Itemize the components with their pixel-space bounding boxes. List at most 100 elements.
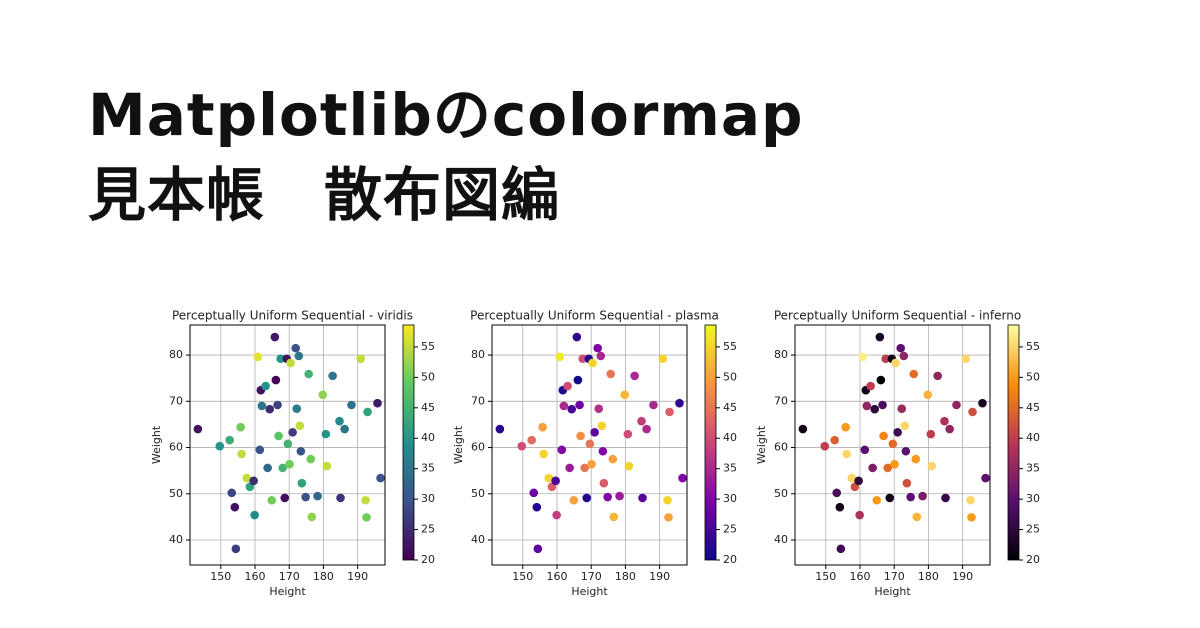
- point: [495, 424, 505, 434]
- point: [576, 431, 585, 441]
- point: [968, 407, 977, 417]
- point: [193, 424, 203, 434]
- colorbar: [1007, 324, 1020, 561]
- point: [559, 401, 569, 411]
- point: [596, 351, 606, 361]
- colorbar-tick-label: 40: [1026, 431, 1040, 444]
- y-tick-label: 50: [774, 487, 788, 500]
- point: [885, 493, 895, 503]
- point: [881, 354, 890, 364]
- point: [649, 400, 658, 410]
- point: [599, 478, 609, 488]
- point: [872, 495, 882, 505]
- x-tick-label: 170: [884, 570, 905, 583]
- point: [897, 404, 907, 413]
- point: [878, 400, 887, 410]
- point: [967, 513, 976, 522]
- point: [909, 369, 919, 379]
- point: [288, 427, 297, 437]
- point: [665, 407, 674, 417]
- point: [527, 435, 536, 445]
- y-tick-label: 70: [471, 394, 485, 407]
- point: [891, 358, 900, 368]
- point: [237, 449, 246, 459]
- point: [230, 502, 240, 512]
- point: [598, 446, 608, 456]
- point: [529, 488, 539, 498]
- point: [544, 473, 554, 483]
- point: [593, 343, 603, 353]
- point: [896, 343, 906, 353]
- point: [835, 502, 845, 512]
- point: [879, 431, 888, 441]
- point: [606, 369, 616, 379]
- colorbar-tick-label: 30: [421, 492, 435, 505]
- point: [563, 381, 572, 391]
- point: [923, 390, 933, 400]
- point: [538, 422, 547, 432]
- y-tick-label: 40: [169, 533, 183, 546]
- point: [257, 401, 267, 411]
- y-tick-label: 50: [169, 487, 183, 500]
- point: [304, 369, 314, 379]
- point: [906, 492, 915, 502]
- point: [283, 439, 293, 449]
- point: [307, 512, 317, 522]
- point: [578, 354, 587, 364]
- point: [567, 404, 577, 414]
- point: [291, 343, 301, 353]
- point: [860, 445, 870, 455]
- point: [261, 381, 270, 391]
- y-tick-label: 80: [169, 348, 183, 361]
- chart-title: Perceptually Uniform Sequential - viridi…: [172, 309, 413, 323]
- point: [253, 352, 263, 362]
- colorbar-tick-label: 25: [1026, 523, 1040, 536]
- point: [623, 429, 633, 439]
- point: [215, 441, 225, 451]
- point: [572, 332, 582, 342]
- point: [249, 476, 258, 486]
- point: [854, 476, 863, 486]
- point: [620, 390, 630, 400]
- point: [532, 502, 542, 512]
- point: [820, 441, 830, 451]
- point: [862, 401, 872, 411]
- x-tick-label: 180: [918, 570, 939, 583]
- page-title: 見本帳 散布図編: [88, 161, 561, 229]
- point: [356, 354, 366, 364]
- colorbar-tick-label: 35: [723, 462, 737, 475]
- point: [376, 473, 385, 483]
- point: [624, 461, 634, 471]
- y-tick-label: 80: [471, 348, 485, 361]
- point: [594, 404, 604, 413]
- x-tick-label: 170: [581, 570, 602, 583]
- point: [306, 454, 316, 464]
- point: [637, 416, 646, 426]
- plot-frame: [491, 324, 688, 566]
- x-tick-label: 170: [279, 570, 300, 583]
- point: [798, 424, 808, 434]
- y-axis-label: Weight: [452, 425, 465, 464]
- point: [918, 491, 927, 501]
- point: [868, 463, 877, 473]
- point: [347, 400, 356, 410]
- colorbar-tick-label: 50: [421, 370, 435, 383]
- x-tick-label: 150: [815, 570, 836, 583]
- point: [587, 459, 596, 469]
- point: [328, 371, 337, 381]
- colorbar: [704, 324, 717, 561]
- point: [830, 435, 839, 445]
- colorbar-tick-label: 55: [421, 340, 435, 353]
- point: [313, 491, 322, 501]
- point: [927, 461, 937, 471]
- x-tick-label: 160: [547, 570, 568, 583]
- y-tick-label: 40: [471, 533, 485, 546]
- point: [876, 375, 886, 385]
- point: [297, 478, 307, 488]
- point: [966, 495, 975, 505]
- point: [276, 354, 285, 364]
- point: [551, 476, 560, 486]
- point: [847, 473, 857, 483]
- colorbar: [402, 324, 415, 561]
- point: [981, 473, 990, 483]
